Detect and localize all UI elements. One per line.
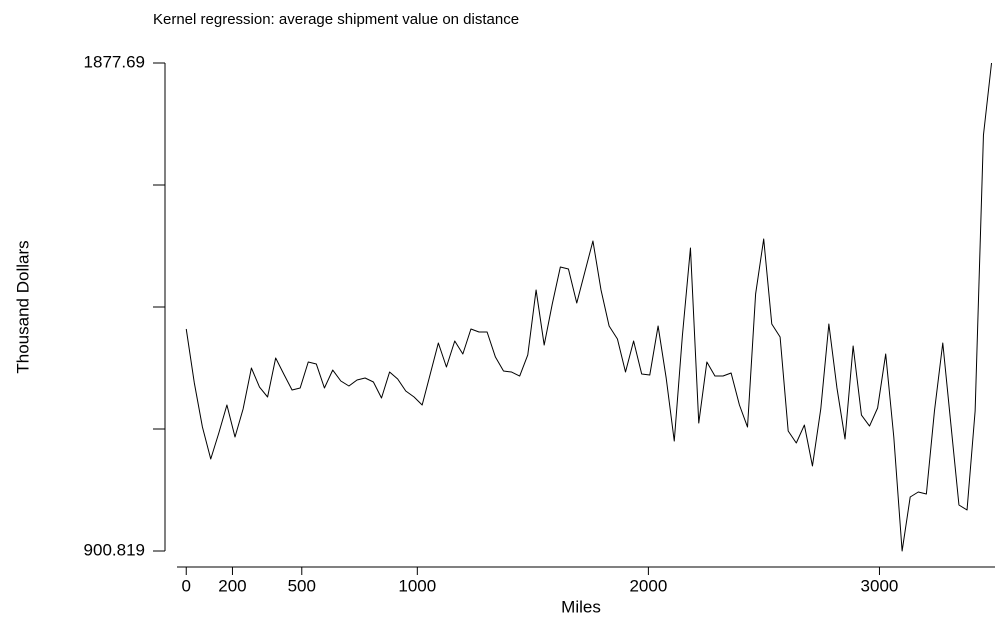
x-tick-label: 0 (182, 576, 191, 595)
x-axis-label: Miles (561, 597, 601, 616)
x-tick-label: 200 (218, 576, 246, 595)
x-tick-label: 1000 (398, 576, 436, 595)
chart-title: Kernel regression: average shipment valu… (153, 11, 519, 28)
x-tick-label: 2000 (629, 576, 667, 595)
data-line (185, 62, 993, 552)
x-tick-label: 3000 (861, 576, 899, 595)
x-tick-label: 500 (288, 576, 316, 595)
y-tick-label: 900.819 (84, 540, 145, 559)
y-axis-label: Thousand Dollars (13, 240, 32, 373)
y-tick-label: 1877.69 (84, 52, 145, 71)
